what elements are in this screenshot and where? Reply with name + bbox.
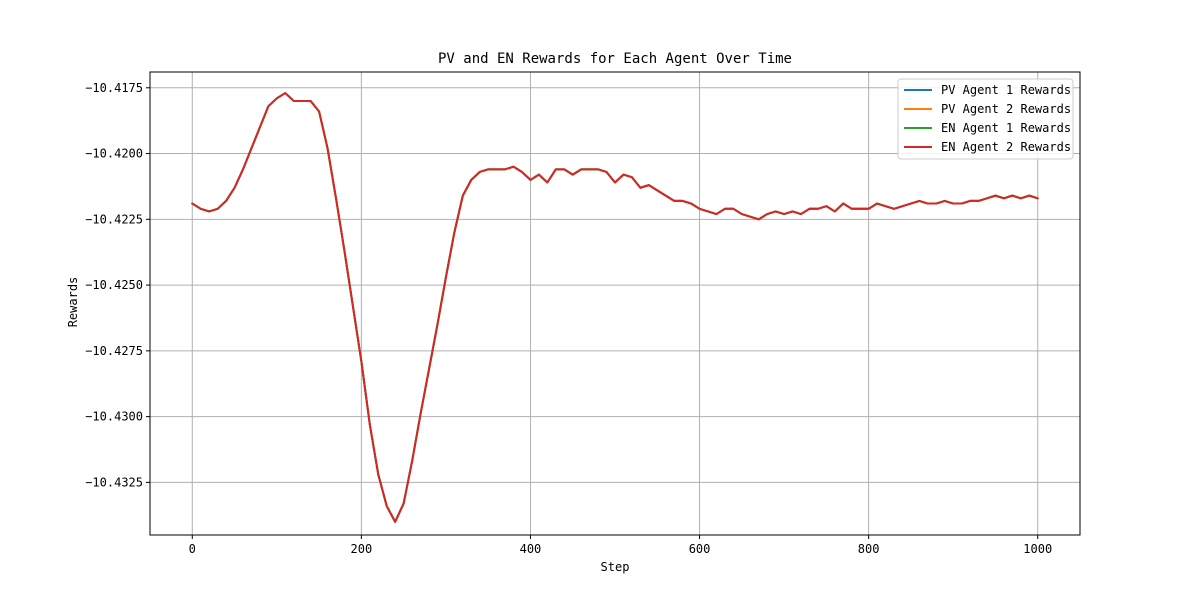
x-tick-label: 200 <box>351 542 373 556</box>
plot-frame <box>149 71 1081 536</box>
y-tick-label: −10.4300 <box>85 410 143 424</box>
y-tick-label: −10.4200 <box>85 147 143 161</box>
legend-label-2: PV Agent 2 Rewards <box>941 102 1071 116</box>
series-lines <box>191 92 1039 523</box>
x-tick-label: 400 <box>520 542 542 556</box>
legend-label-1: PV Agent 1 Rewards <box>941 83 1071 97</box>
axis-ticks: 0 200 400 600 800 1000 −10.4175 −10.4200 −10.422… <box>85 81 1052 556</box>
x-tick-label: 1000 <box>1023 542 1052 556</box>
series-line-4 <box>191 92 1039 523</box>
x-axis-label: Step <box>601 560 630 574</box>
y-tick-label: −10.4225 <box>85 212 143 226</box>
legend-box <box>897 78 1074 160</box>
y-axis-label: Rewards <box>66 277 80 328</box>
y-tick-label: −10.4175 <box>85 81 143 95</box>
legend: PV Agent 1 Rewards PV Agent 2 Rewards EN A… <box>897 78 1074 160</box>
y-tick-label: −10.4275 <box>85 344 143 358</box>
legend-label-4: EN Agent 2 Rewards <box>941 140 1071 154</box>
x-tick-label: 800 <box>858 542 880 556</box>
chart-title: PV and EN Rewards for Each Agent Over Ti… <box>438 51 792 67</box>
x-tick-label: 600 <box>689 542 711 556</box>
legend-label-3: EN Agent 1 Rewards <box>941 121 1071 135</box>
y-tick-label: −10.4250 <box>85 278 143 292</box>
y-tick-label: −10.4325 <box>85 475 143 489</box>
x-tick-label: 0 <box>189 542 196 556</box>
